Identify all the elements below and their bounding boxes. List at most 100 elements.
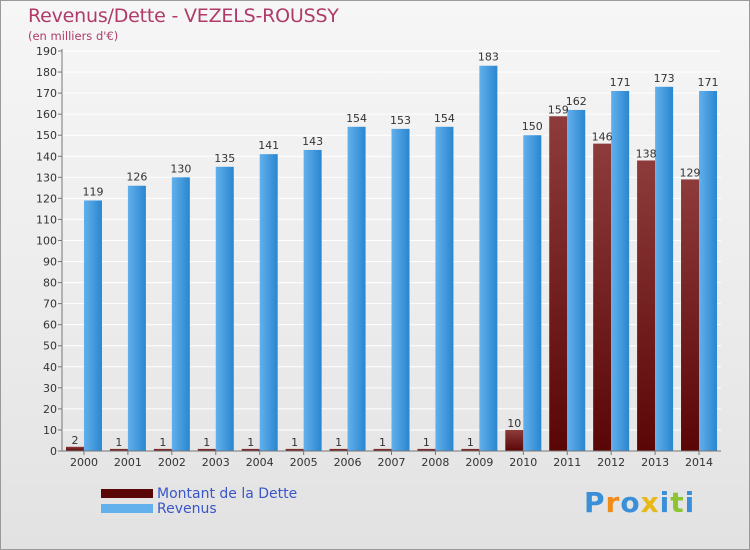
x-tick-label-2009: 2009 [465,456,493,469]
y-tick-label: 100 [36,234,57,247]
y-tick-label: 10 [43,424,57,437]
data-label-revenus-2003: 135 [214,152,235,165]
bar-debt-2005 [285,448,304,451]
bar-revenus-2008 [435,126,454,451]
data-label-debt-2008: 1 [423,436,430,449]
bar-debt-2006 [329,448,348,451]
data-label-revenus-2013: 173 [654,72,675,85]
data-label-debt-2002: 1 [159,436,166,449]
logo-letter: x [640,486,660,519]
bar-debt-2009 [461,448,480,451]
data-label-revenus-2004: 141 [258,139,279,152]
y-tick-label: 120 [36,192,57,205]
y-tick-label: 0 [50,445,57,458]
y-tick-label: 140 [36,150,57,163]
bar-revenus-2010 [523,135,542,452]
legend-label-revenus: Revenus [157,501,217,517]
data-label-revenus-2008: 154 [434,112,455,125]
x-tick-label-2002: 2002 [158,456,186,469]
bar-revenus-2005 [303,149,322,451]
data-label-revenus-2009: 183 [478,51,499,64]
x-tick-label-2005: 2005 [290,456,318,469]
y-tick-label: 180 [36,66,57,79]
logo-letter: i [684,486,696,519]
x-tick-label-2013: 2013 [641,456,669,469]
y-tick-label: 170 [36,87,57,100]
data-label-debt-2004: 1 [247,436,254,449]
bar-debt-2010 [505,429,524,451]
legend-label-debt: Montant de la Dette [157,486,298,502]
bar-revenus-2007 [391,128,410,451]
data-label-revenus-2011: 162 [566,95,587,108]
bar-debt-2014 [681,179,700,451]
bar-debt-2013 [637,160,656,451]
y-tick-label: 50 [43,340,57,353]
bar-debt-2001 [109,448,128,451]
data-label-debt-2010: 10 [507,417,521,430]
x-tick-label-2008: 2008 [421,456,449,469]
y-tick-label: 130 [36,171,57,184]
data-label-debt-2005: 1 [291,436,298,449]
bar-revenus-2002 [171,177,190,451]
x-tick-label-2001: 2001 [114,456,142,469]
x-tick-label-2014: 2014 [685,456,713,469]
y-tick-label: 70 [43,298,57,311]
data-label-revenus-2012: 171 [610,76,631,89]
y-tick-label: 20 [43,403,57,416]
y-tick-label: 30 [43,382,57,395]
x-tick-label-2003: 2003 [202,456,230,469]
data-label-revenus-2014: 171 [698,76,719,89]
y-tick-label: 160 [36,108,57,121]
chart-subtitle: (en milliers d'€) [28,29,119,43]
y-tick-label: 110 [36,213,57,226]
bar-revenus-2011 [567,109,586,452]
data-label-revenus-2006: 154 [346,112,367,125]
y-tick-label: 90 [43,256,57,269]
bar-revenus-2014 [699,91,718,451]
x-tick-label-2012: 2012 [597,456,625,469]
bar-debt-2012 [593,143,612,451]
bar-revenus-2013 [655,86,674,451]
x-tick-label-2011: 2011 [553,456,581,469]
bar-debt-2007 [373,448,392,451]
y-tick-label: 40 [43,361,57,374]
data-label-debt-2000: 2 [71,434,78,447]
data-label-revenus-2007: 153 [390,114,411,127]
data-label-debt-2007: 1 [379,436,386,449]
bar-revenus-2006 [347,126,366,451]
data-label-debt-2014: 129 [680,166,701,179]
y-tick-label: 60 [43,319,57,332]
data-label-revenus-2010: 150 [522,120,543,133]
bar-debt-2004 [241,448,260,451]
bar-debt-2008 [417,448,436,451]
bar-revenus-2009 [479,65,498,451]
data-label-debt-2001: 1 [115,436,122,449]
data-label-debt-2009: 1 [467,436,474,449]
y-tick-label: 190 [36,45,57,58]
y-tick-label: 150 [36,129,57,142]
data-label-debt-2006: 1 [335,436,342,449]
logo-letter: i [659,486,671,519]
bar-revenus-2012 [611,91,630,451]
bar-revenus-2000 [83,200,102,451]
data-label-debt-2003: 1 [203,436,210,449]
logo-letter: t [670,486,685,519]
legend-swatch-debt [101,489,153,498]
x-tick-label-2004: 2004 [246,456,274,469]
logo-letter: P [584,486,606,519]
x-tick-label-2006: 2006 [334,456,362,469]
legend-swatch-revenus [101,504,153,513]
bar-debt-2000 [65,446,84,451]
bar-revenus-2004 [259,154,278,451]
data-label-revenus-2000: 119 [82,185,103,198]
bar-debt-2002 [153,448,172,451]
x-tick-label-2000: 2000 [70,456,98,469]
data-label-debt-2012: 146 [592,131,613,144]
data-label-revenus-2001: 126 [126,171,147,184]
bar-debt-2003 [197,448,216,451]
data-label-debt-2011: 159 [548,103,569,116]
logo-letter: o [620,486,641,519]
data-label-revenus-2005: 143 [302,135,323,148]
